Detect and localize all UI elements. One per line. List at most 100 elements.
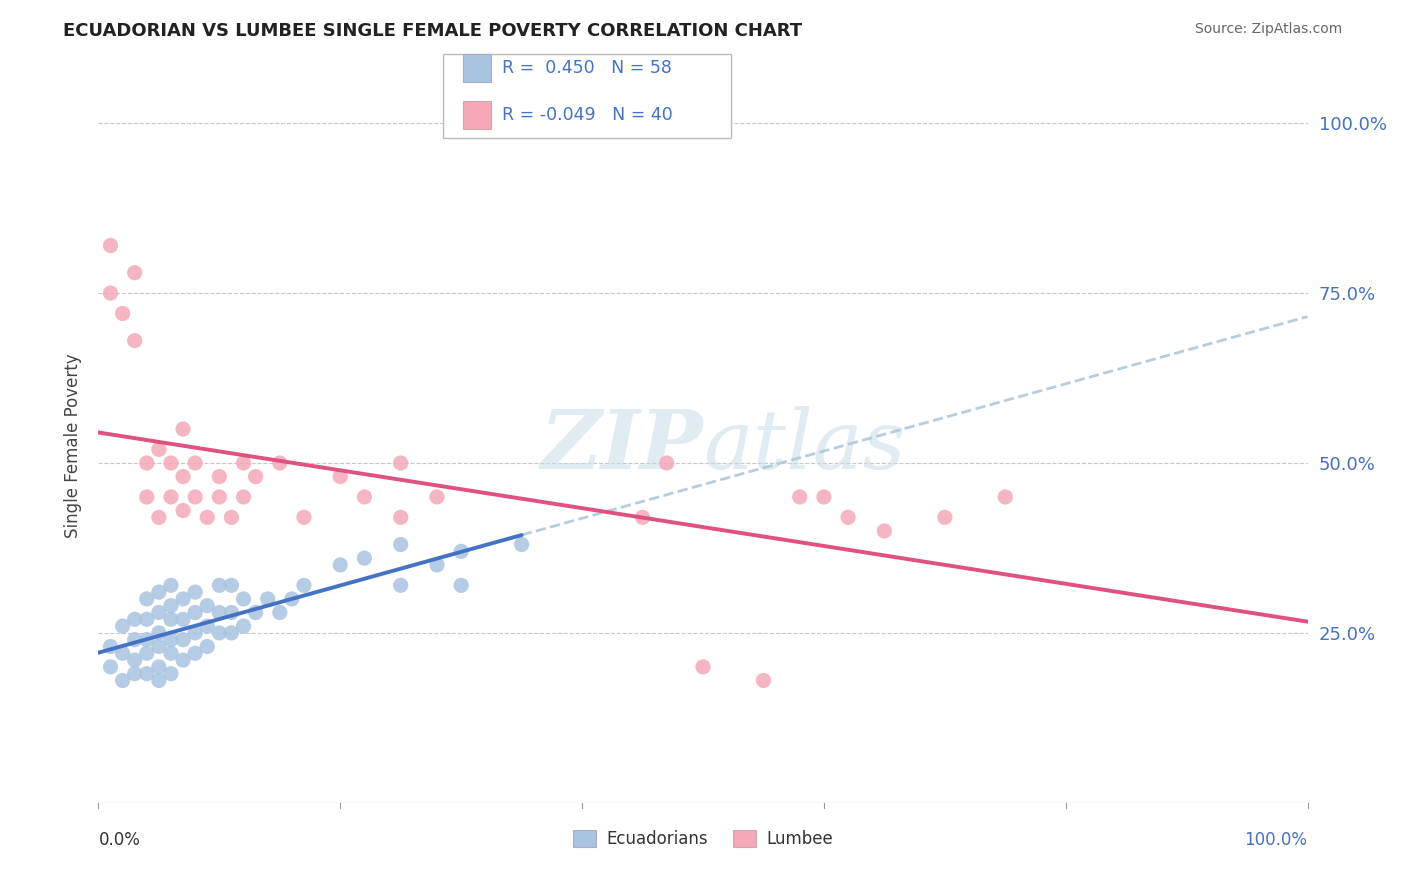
Point [208, 606, 231, 620]
Point [172, 469, 194, 483]
Point [837, 510, 859, 524]
Point [873, 524, 896, 538]
Point [184, 585, 207, 599]
Point [100, 640, 122, 654]
Point [450, 578, 472, 592]
Point [172, 503, 194, 517]
Point [389, 456, 412, 470]
Point [148, 585, 170, 599]
Point [172, 612, 194, 626]
Point [195, 640, 218, 654]
Point [111, 619, 134, 633]
Text: atlas: atlas [703, 406, 905, 486]
Point [269, 606, 291, 620]
Point [111, 673, 134, 688]
Point [221, 626, 243, 640]
Point [245, 469, 267, 483]
Point [148, 640, 170, 654]
Point [655, 456, 678, 470]
Point [510, 537, 533, 551]
Point [135, 666, 157, 681]
Text: R = -0.049   N = 40: R = -0.049 N = 40 [502, 106, 672, 124]
Text: 100.0%: 100.0% [1244, 831, 1308, 849]
Point [389, 578, 412, 592]
Point [184, 490, 207, 504]
Point [934, 510, 956, 524]
Point [124, 632, 146, 647]
Point [148, 606, 170, 620]
Point [221, 510, 243, 524]
Point [245, 606, 267, 620]
Point [148, 626, 170, 640]
Point [195, 619, 218, 633]
Point [426, 558, 449, 572]
Point [184, 646, 207, 660]
Point [208, 469, 231, 483]
Text: ECUADORIAN VS LUMBEE SINGLE FEMALE POVERTY CORRELATION CHART: ECUADORIAN VS LUMBEE SINGLE FEMALE POVER… [63, 22, 803, 40]
Text: Source: ZipAtlas.com: Source: ZipAtlas.com [1195, 22, 1343, 37]
Point [135, 456, 157, 470]
Point [232, 591, 254, 606]
Point [124, 334, 146, 348]
Point [208, 578, 231, 592]
Point [135, 612, 157, 626]
Point [329, 469, 352, 483]
Point [752, 673, 775, 688]
Point [789, 490, 811, 504]
Point [160, 646, 183, 660]
Point [692, 660, 714, 674]
Point [329, 558, 352, 572]
Point [232, 490, 254, 504]
Point [148, 660, 170, 674]
Point [148, 442, 170, 457]
Point [124, 612, 146, 626]
Point [124, 666, 146, 681]
Point [111, 646, 134, 660]
Point [813, 490, 835, 504]
Point [100, 660, 122, 674]
Point [184, 626, 207, 640]
Point [389, 510, 412, 524]
Point [135, 632, 157, 647]
Point [256, 591, 278, 606]
Point [135, 646, 157, 660]
Point [135, 591, 157, 606]
Point [172, 591, 194, 606]
Point [353, 490, 375, 504]
Point [148, 510, 170, 524]
Point [450, 544, 472, 558]
Legend: Ecuadorians, Lumbee: Ecuadorians, Lumbee [567, 823, 839, 855]
Point [195, 599, 218, 613]
Text: R =  0.450   N = 58: R = 0.450 N = 58 [502, 59, 672, 77]
Point [221, 578, 243, 592]
Point [100, 286, 122, 301]
Point [172, 653, 194, 667]
Point [160, 490, 183, 504]
Point [124, 653, 146, 667]
Point [426, 490, 449, 504]
Point [184, 456, 207, 470]
Point [160, 632, 183, 647]
Point [221, 606, 243, 620]
Point [111, 306, 134, 320]
Text: 0.0%: 0.0% [98, 831, 141, 849]
Point [208, 626, 231, 640]
Point [281, 591, 304, 606]
Point [292, 510, 315, 524]
Text: ZIP: ZIP [540, 406, 703, 486]
Point [208, 490, 231, 504]
Point [292, 578, 315, 592]
Point [353, 551, 375, 566]
Y-axis label: Single Female Poverty: Single Female Poverty [65, 354, 83, 538]
Point [160, 666, 183, 681]
Point [269, 456, 291, 470]
Point [172, 632, 194, 647]
Point [232, 619, 254, 633]
Point [124, 266, 146, 280]
Point [160, 578, 183, 592]
Point [135, 490, 157, 504]
Point [160, 599, 183, 613]
Point [994, 490, 1017, 504]
Point [184, 606, 207, 620]
Point [148, 673, 170, 688]
